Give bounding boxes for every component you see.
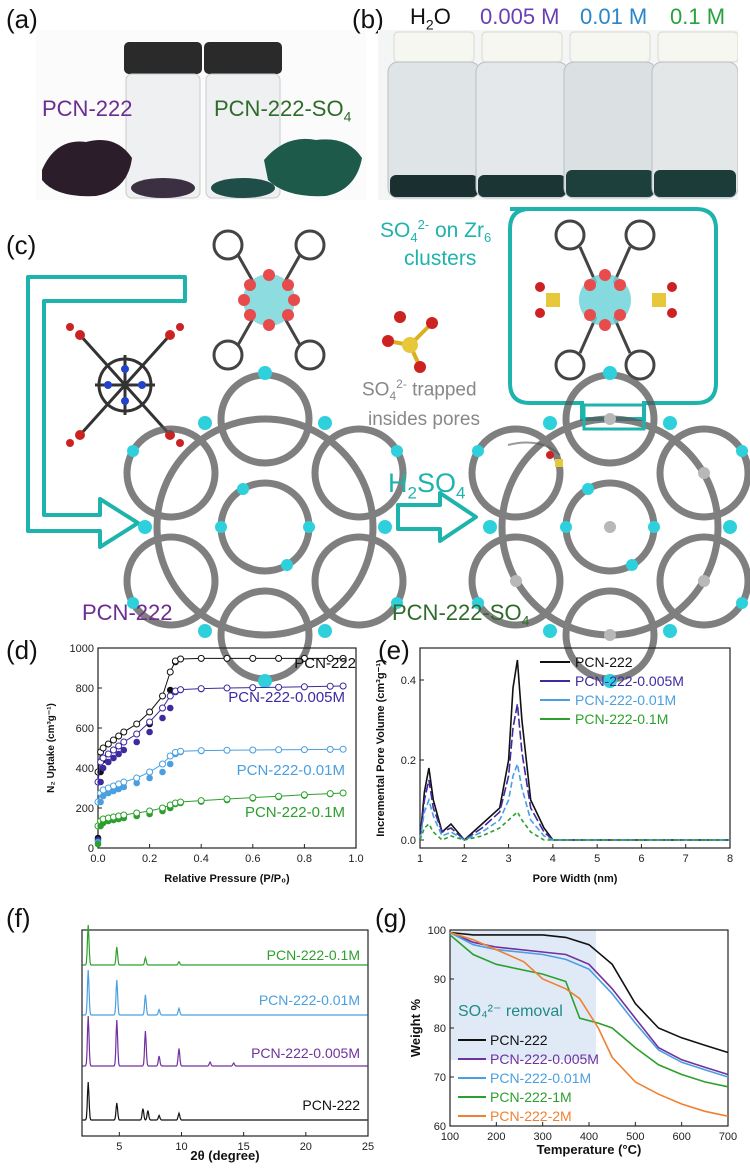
xrd-pattern: [82, 924, 368, 966]
x-tick-label: 7: [683, 853, 689, 865]
x-tick-label: 2: [461, 853, 467, 865]
tga-curve: [449, 931, 729, 1076]
x-axis-label: Temperature (°C): [537, 1142, 642, 1157]
panel-label-a: (a): [6, 4, 38, 34]
legend-label-g: PCN-222-1M: [490, 1089, 572, 1105]
clusters-label: clusters: [404, 247, 477, 270]
panel-label-g: (g): [375, 903, 407, 933]
x-tick-label: 5: [594, 853, 600, 865]
vial-photo: [36, 30, 366, 200]
legend-label-g: PCN-222-0.01M: [490, 1070, 591, 1086]
so4-trapped-label: SO42- trapped: [362, 377, 477, 404]
porphyrin-linker: [66, 323, 184, 447]
pcn222-so4-schematic-label: PCN-222-SO4: [392, 600, 530, 629]
tga-curve: [449, 931, 729, 1054]
y-tick-label: 100: [428, 925, 446, 937]
series-label-f: PCN-222: [302, 1097, 360, 1113]
panel-label-f: (f): [6, 903, 31, 933]
insides-pores-label: insides pores: [368, 409, 480, 430]
series-label-f: PCN-222-0.1M: [267, 947, 360, 963]
conc-01-label: 0.1 M: [670, 4, 726, 29]
x-tick-label: 0.4: [194, 853, 209, 865]
xrd-pattern: [82, 1081, 368, 1121]
x-tick-label: 400: [580, 1131, 598, 1143]
x-tick-label: 700: [719, 1131, 737, 1143]
mof-schematic: [26, 207, 750, 688]
conc-001-label: 0.01 M: [580, 4, 648, 29]
series-label-f: PCN-222-0.01M: [259, 992, 360, 1008]
x-tick-label: 8: [727, 853, 733, 865]
xrd-pattern: [82, 1015, 368, 1067]
panel-label-b: (b): [352, 4, 384, 34]
h2o-label: H2O: [410, 4, 451, 33]
plot-frame: [81, 929, 369, 1137]
x-tick-label: 500: [626, 1131, 644, 1143]
panel-label-e: (e): [378, 635, 410, 665]
legend-label-g: PCN-222-0.005M: [490, 1051, 599, 1067]
pcn222-so4-label: PCN-222-SO4: [214, 96, 352, 125]
x-axis-label: 2θ (degree): [190, 1148, 259, 1163]
conc-0005-label: 0.005 M: [480, 4, 560, 29]
zr6-cluster: [212, 229, 326, 371]
x-tick-label: 300: [533, 1131, 551, 1143]
x-tick-label: 0.6: [245, 853, 260, 865]
x-tick-label: 4: [550, 853, 556, 865]
y-tick-label: 70: [434, 1072, 446, 1084]
x-tick-label: 1.0: [348, 853, 363, 865]
x-tick-label: 200: [487, 1131, 505, 1143]
y-axis-label: Weight %: [408, 998, 423, 1057]
plot-frame: [449, 929, 729, 1127]
panel-label-c: (c): [6, 230, 37, 260]
panel-label-d: (d): [6, 635, 38, 665]
tga-curve: [449, 931, 729, 1117]
x-tick-label: 15: [238, 1141, 250, 1153]
x-axis-label: Pore Width (nm): [533, 873, 618, 885]
x-tick-label: 10: [175, 1141, 187, 1153]
pcn222-schematic-label: PCN-222: [82, 600, 173, 625]
pcn222-label: PCN-222: [42, 96, 133, 121]
x-tick-label: 5: [116, 1141, 122, 1153]
vials-drawing: [42, 42, 362, 199]
x-tick-label: 1: [417, 853, 423, 865]
h2so4-label: H2SO4: [388, 468, 466, 503]
mof-network-left: [123, 366, 407, 688]
x-tick-label: 3: [506, 853, 512, 865]
tga-curve: [449, 934, 729, 1088]
xrd-pattern: [82, 969, 368, 1016]
sulfuric-vials-photo: [378, 30, 738, 200]
y-tick-label: 60: [434, 1121, 446, 1133]
y-tick-label: 90: [434, 974, 446, 986]
x-tick-label: 0.2: [142, 853, 157, 865]
so4-removal-annotation: SO₄²⁻ removal: [458, 1003, 563, 1020]
tga-curve: [449, 931, 729, 1078]
so4-zr6-cluster: [535, 219, 677, 381]
x-axis-label: Relative Pressure (P/P₀): [164, 873, 290, 885]
y-tick-label: 80: [434, 1023, 446, 1035]
four-vials-drawing: [387, 31, 738, 199]
x-tick-label: 0.0: [90, 853, 105, 865]
x-tick-label: 600: [672, 1131, 690, 1143]
sulfate-ion: [382, 311, 438, 373]
so4-on-zr6-label: SO42- on Zr6: [380, 217, 492, 246]
x-tick-label: 25: [362, 1141, 374, 1153]
x-tick-label: 0.8: [297, 853, 312, 865]
x-tick-label: 6: [638, 853, 644, 865]
x-tick-label: 20: [300, 1141, 312, 1153]
series-label-f: PCN-222-0.005M: [251, 1045, 360, 1061]
legend-label-g: PCN-222: [490, 1032, 548, 1048]
so4-removal-shade: [450, 930, 596, 1060]
x-tick-label: 100: [441, 1131, 459, 1143]
mof-network-right: [468, 366, 750, 688]
legend-label-g: PCN-222-2M: [490, 1108, 572, 1124]
